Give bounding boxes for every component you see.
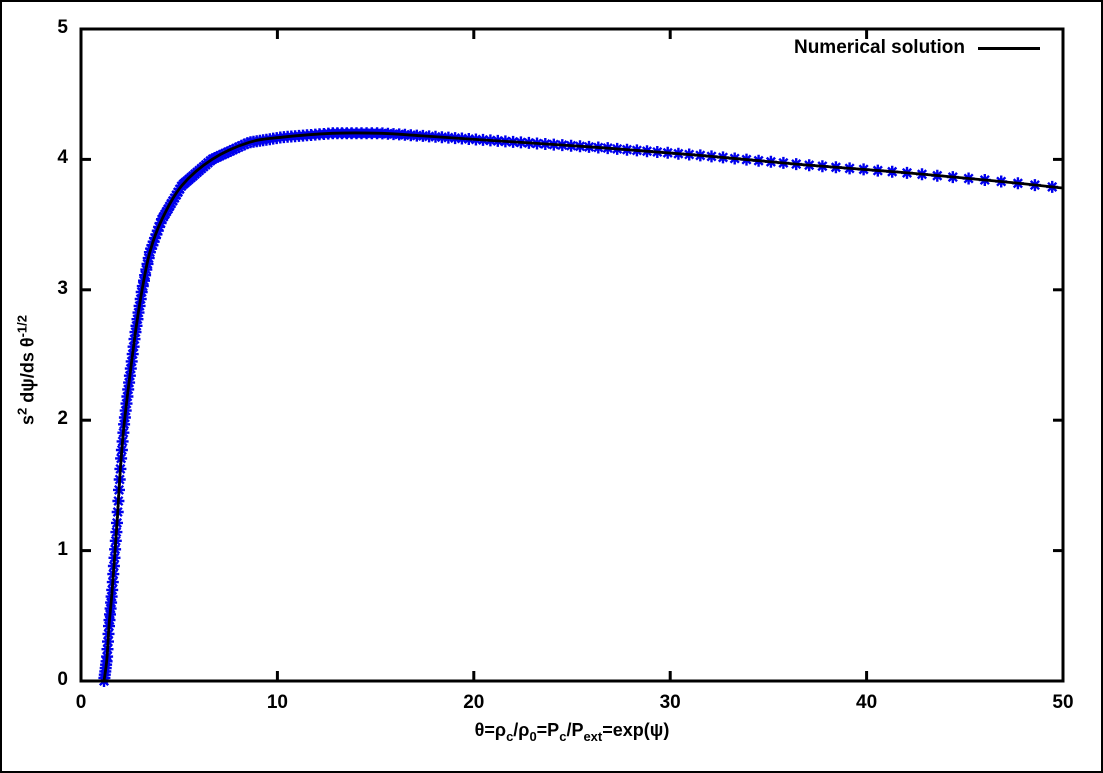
y-axis-label-superscript: -1/2 (14, 315, 30, 338)
series-markers (98, 127, 1059, 687)
y-axis-label-part: s (17, 414, 38, 425)
plot-frame (79, 27, 1065, 683)
x-tick-label: 10 (266, 692, 288, 713)
y-tick-label: 0 (57, 669, 68, 690)
x-axis-label-subscript: ext (583, 729, 603, 744)
x-tick-label: 0 (75, 692, 87, 713)
y-axis-label-part: dψ/ds θ (17, 337, 38, 408)
x-axis-label: θ=ρc/ρ0=Pc/Pext=exp(ψ) (81, 720, 1063, 744)
x-tick-label: 20 (463, 692, 485, 713)
x-axis-label-subscript: c (559, 729, 567, 744)
x-axis-label-part: =exp(ψ) (602, 720, 670, 740)
legend-line-sample (978, 47, 1040, 50)
x-axis-label-part: /P (566, 720, 584, 740)
legend-label: Numerical solution (793, 37, 965, 58)
y-tick-label: 1 (57, 538, 68, 560)
y-axis-label-superscript: 2 (14, 407, 30, 415)
series-line (102, 131, 1064, 682)
y-tick-label: 3 (57, 277, 68, 299)
x-tick-label: 30 (659, 692, 681, 713)
y-axis-label: s2 dψ/ds θ-1/2 (14, 315, 39, 425)
x-tick-label: 50 (1052, 692, 1074, 713)
y-tick-label: 5 (57, 17, 68, 38)
y-tick-label: 4 (57, 147, 68, 169)
y-tick-label: 2 (57, 408, 68, 430)
x-axis-label-part: =P (536, 720, 560, 740)
x-tick-label: 40 (856, 692, 878, 713)
x-axis-label-subscript: c (506, 729, 514, 744)
x-axis-label-subscript: 0 (529, 729, 537, 744)
x-axis-label-part: θ=ρ (474, 720, 507, 740)
x-axis-label-part: /ρ (513, 720, 530, 740)
